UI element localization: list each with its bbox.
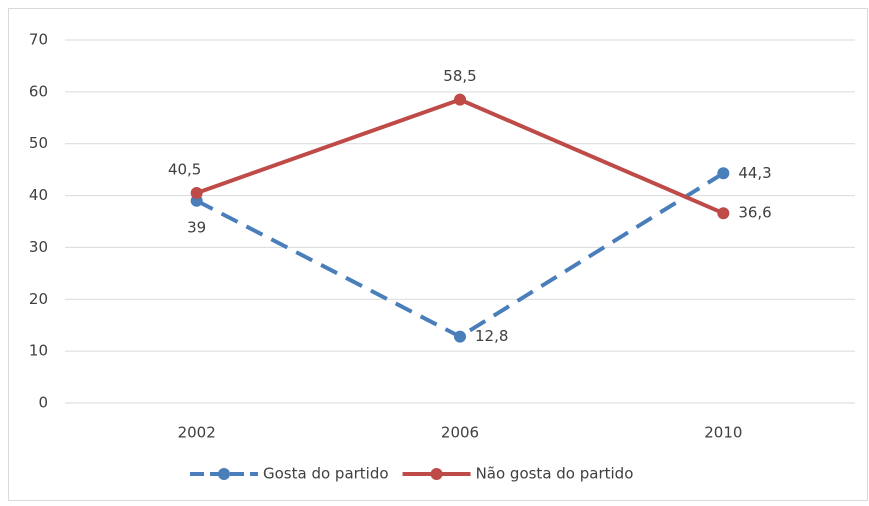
data-label: 58,5 [443, 67, 476, 85]
y-tick-label: 40 [29, 186, 48, 204]
y-tick-label: 0 [38, 394, 48, 412]
data-label: 44,3 [738, 164, 771, 182]
data-point [717, 167, 730, 180]
data-label: 36,6 [738, 204, 771, 222]
y-tick-label: 20 [29, 290, 48, 308]
data-point [454, 93, 466, 106]
data-label: 39 [187, 218, 206, 236]
x-tick-label: 2006 [441, 424, 479, 442]
data-point [454, 330, 466, 343]
x-tick-label: 2010 [704, 424, 742, 442]
y-tick-label: 10 [29, 342, 48, 360]
chart-border [8, 8, 868, 501]
legend-marker [218, 468, 230, 480]
y-tick-label: 50 [29, 134, 48, 152]
data-label: 40,5 [168, 160, 201, 178]
y-tick-label: 30 [29, 238, 48, 256]
data-point [717, 207, 730, 220]
y-tick-label: 70 [29, 31, 48, 49]
x-tick-label: 2002 [178, 424, 216, 442]
legend-label: Gosta do partido [263, 465, 389, 483]
data-label: 12,8 [475, 327, 508, 345]
legend-label: Não gosta do partido [476, 465, 634, 483]
legend-marker [430, 468, 443, 480]
y-tick-label: 60 [29, 82, 48, 100]
data-point [190, 186, 203, 199]
